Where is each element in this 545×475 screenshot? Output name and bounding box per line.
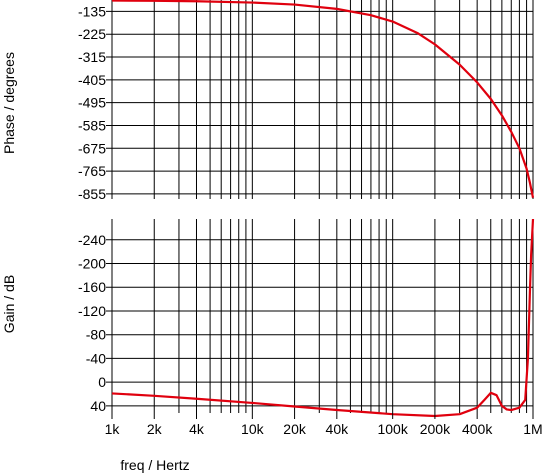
phase-ytick-label: -315 <box>78 49 106 65</box>
phase-ytick-label: -225 <box>78 26 106 42</box>
gain-ytick-label: 0 <box>98 374 106 390</box>
phase-ytick-label: -765 <box>78 163 106 179</box>
gain-ytick-label: -40 <box>86 350 106 366</box>
gain-series-line <box>111 218 535 418</box>
x-tick-label: 1k <box>105 421 121 437</box>
phase-panel: -135 -225 -315 -405 -495 -585 -675 -765 -855 Pha… <box>1 0 535 202</box>
gain-ytick-label: 40 <box>90 398 106 414</box>
gain-ytick-label: -240 <box>78 232 106 248</box>
x-tick-label: 10k <box>241 421 265 437</box>
x-tick-label: 40k <box>326 421 350 437</box>
phase-ytick-label: -675 <box>78 140 106 156</box>
x-tick-label: 2k <box>147 421 163 437</box>
gain-ytick-label: -120 <box>78 303 106 319</box>
phase-axis-title: Phase / degrees <box>1 52 17 154</box>
x-tick-label: 1M <box>523 421 542 437</box>
gain-ytick-label: -160 <box>78 279 106 295</box>
gain-ytick-label: -80 <box>86 327 106 343</box>
gain-axis-title: Gain / dB <box>1 275 17 333</box>
phase-ytick-label: -135 <box>78 3 106 19</box>
phase-series-line <box>111 0 535 198</box>
x-tick-label: 200k <box>420 421 451 437</box>
phase-ytick-label: -855 <box>78 186 106 202</box>
phase-ytick-label: -405 <box>78 72 106 88</box>
phase-ytick-label: -495 <box>78 95 106 111</box>
x-tick-label: 400k <box>462 421 493 437</box>
gain-ytick-label: -200 <box>78 255 106 271</box>
gain-panel: 40 0 -40 -80 -120 -160 -200 -240 Gain / dB <box>1 218 535 418</box>
x-tick-label: 4k <box>189 421 205 437</box>
phase-ytick-label: -585 <box>78 117 106 133</box>
x-tick-label: 20k <box>283 421 307 437</box>
x-tick-label: 100k <box>377 421 408 437</box>
x-axis-title: freq / Hertz <box>120 457 189 473</box>
